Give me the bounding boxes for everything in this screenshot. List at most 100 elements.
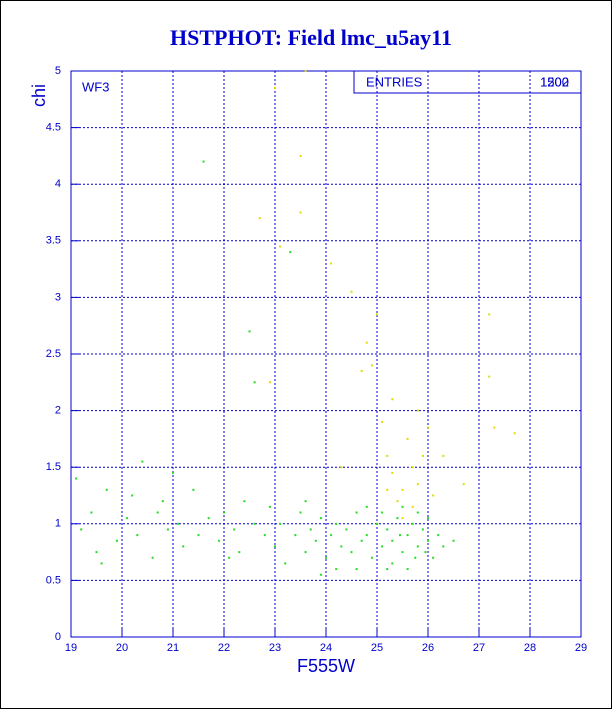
y-tick-label: 2 bbox=[55, 405, 61, 417]
point bbox=[396, 517, 399, 520]
point bbox=[182, 545, 185, 548]
point bbox=[304, 500, 307, 503]
point bbox=[263, 534, 266, 537]
x-tick-label: 24 bbox=[320, 642, 332, 654]
point bbox=[432, 494, 435, 497]
y-tick-label: 3.5 bbox=[46, 235, 61, 247]
point bbox=[217, 539, 220, 542]
x-tick-label: 28 bbox=[524, 642, 536, 654]
point bbox=[161, 500, 164, 503]
point bbox=[452, 539, 455, 542]
point bbox=[376, 313, 378, 316]
point bbox=[319, 573, 322, 576]
point bbox=[314, 539, 317, 542]
point bbox=[355, 511, 358, 514]
point bbox=[151, 556, 154, 559]
entries-value: 1500 bbox=[540, 74, 569, 89]
point bbox=[335, 568, 338, 571]
point bbox=[386, 528, 389, 531]
point bbox=[258, 217, 261, 220]
point bbox=[207, 517, 210, 520]
point bbox=[406, 534, 409, 537]
point bbox=[294, 534, 297, 537]
point bbox=[330, 262, 333, 265]
point bbox=[442, 454, 445, 457]
point bbox=[166, 528, 169, 531]
x-tick-label: 19 bbox=[65, 642, 77, 654]
point bbox=[80, 528, 83, 531]
point bbox=[411, 505, 414, 508]
point bbox=[416, 409, 419, 412]
point bbox=[228, 556, 231, 559]
point bbox=[268, 381, 271, 384]
point bbox=[406, 437, 409, 440]
point bbox=[253, 522, 256, 525]
point bbox=[131, 494, 134, 497]
point bbox=[437, 534, 440, 537]
x-tick-label: 27 bbox=[473, 642, 485, 654]
point bbox=[350, 551, 353, 554]
point bbox=[90, 511, 93, 514]
point bbox=[411, 466, 414, 469]
point bbox=[386, 454, 389, 457]
point bbox=[279, 245, 282, 248]
point bbox=[238, 551, 241, 554]
point bbox=[299, 511, 302, 514]
point bbox=[513, 432, 516, 435]
x-tick-label: 25 bbox=[371, 642, 383, 654]
point bbox=[136, 534, 139, 537]
y-tick-label: 1.5 bbox=[46, 461, 61, 473]
y-tick-label: 5 bbox=[55, 65, 61, 77]
point bbox=[279, 522, 282, 525]
point bbox=[416, 545, 419, 548]
point bbox=[268, 505, 271, 508]
x-tick-label: 22 bbox=[218, 642, 230, 654]
point bbox=[381, 511, 384, 514]
point bbox=[192, 488, 195, 491]
point bbox=[289, 251, 292, 254]
point bbox=[370, 556, 373, 559]
point bbox=[488, 313, 491, 316]
point bbox=[427, 426, 429, 429]
point bbox=[411, 522, 414, 525]
point bbox=[253, 381, 256, 384]
point bbox=[177, 522, 180, 525]
chart-title: HSTPHOT: Field lmc_u5ay11 bbox=[170, 25, 452, 50]
point bbox=[442, 545, 445, 548]
point bbox=[233, 528, 236, 531]
point bbox=[360, 539, 363, 542]
point bbox=[424, 551, 427, 554]
point bbox=[95, 551, 98, 554]
point bbox=[126, 517, 129, 520]
point bbox=[365, 505, 368, 508]
x-tick-label: 26 bbox=[422, 642, 434, 654]
point bbox=[381, 420, 384, 423]
point bbox=[304, 70, 307, 72]
point bbox=[274, 545, 276, 548]
point bbox=[284, 562, 287, 565]
point bbox=[223, 511, 225, 514]
point bbox=[406, 568, 409, 571]
point bbox=[115, 539, 118, 542]
point bbox=[421, 454, 424, 457]
point bbox=[345, 528, 348, 531]
point bbox=[365, 534, 368, 537]
x-tick-label: 21 bbox=[167, 642, 179, 654]
point bbox=[365, 341, 368, 344]
point bbox=[355, 568, 358, 571]
point bbox=[156, 511, 159, 514]
point bbox=[340, 545, 343, 548]
point bbox=[197, 534, 200, 537]
point bbox=[360, 369, 363, 372]
point bbox=[248, 330, 251, 333]
point bbox=[401, 551, 404, 554]
point bbox=[243, 500, 246, 503]
point bbox=[391, 398, 394, 401]
chip-label: WF3 bbox=[82, 79, 109, 94]
point bbox=[488, 375, 491, 378]
point bbox=[325, 556, 327, 559]
point bbox=[100, 562, 103, 565]
point bbox=[401, 517, 404, 520]
y-tick-label: 0.5 bbox=[46, 574, 61, 586]
